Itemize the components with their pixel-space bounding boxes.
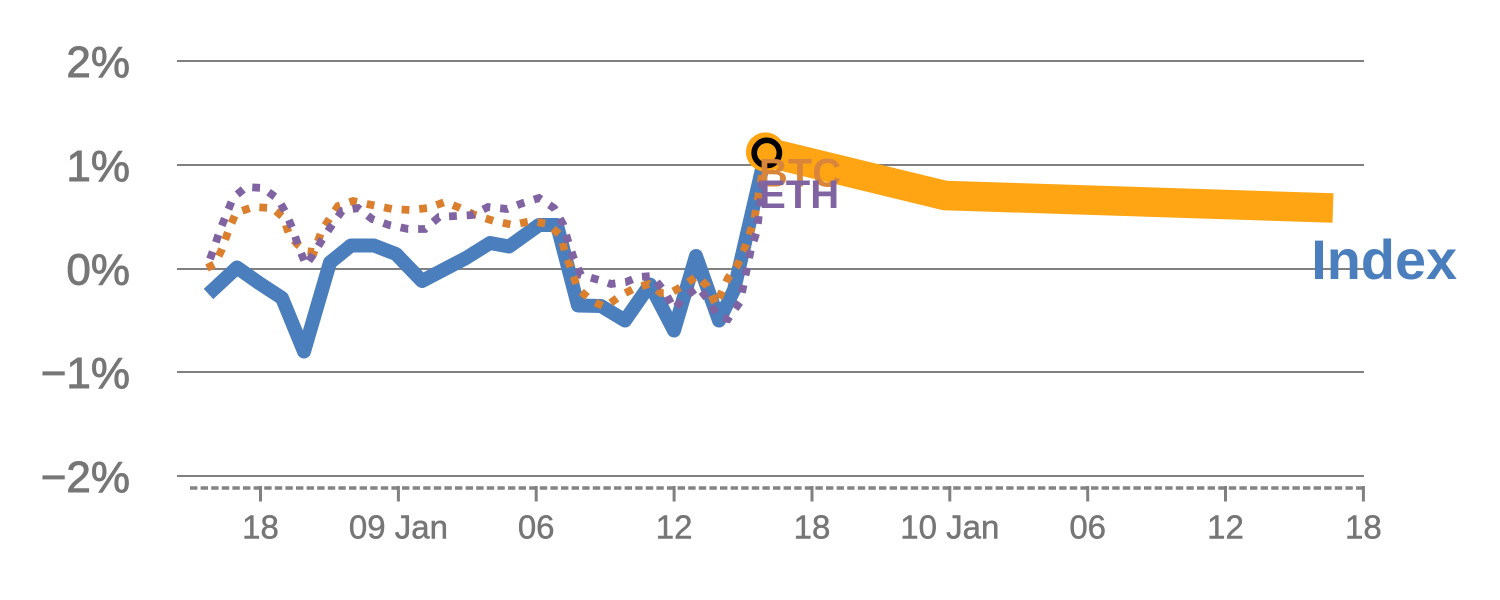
svg-text:18: 18 [794, 509, 831, 546]
svg-text:06: 06 [518, 509, 555, 546]
svg-text:18: 18 [242, 509, 279, 546]
svg-text:09 Jan: 09 Jan [349, 509, 448, 546]
svg-text:06: 06 [1069, 509, 1106, 546]
svg-text:−2%: −2% [41, 453, 130, 502]
svg-text:12: 12 [1207, 509, 1244, 546]
svg-text:Index: Index [1311, 228, 1457, 291]
svg-text:ETH: ETH [759, 173, 839, 217]
svg-text:2%: 2% [66, 38, 130, 87]
svg-text:10 Jan: 10 Jan [900, 509, 999, 546]
svg-text:1%: 1% [66, 142, 130, 191]
svg-text:18: 18 [1345, 509, 1382, 546]
svg-text:12: 12 [656, 509, 693, 546]
svg-text:0%: 0% [66, 246, 130, 295]
svg-text:−1%: −1% [41, 349, 130, 398]
svg-text:BTC: BTC [759, 152, 841, 196]
